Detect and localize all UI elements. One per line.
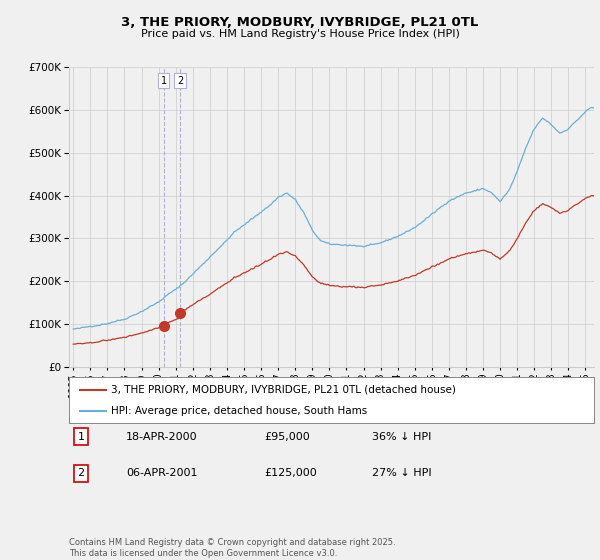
Text: 3, THE PRIORY, MODBURY, IVYBRIDGE, PL21 0TL (detached house): 3, THE PRIORY, MODBURY, IVYBRIDGE, PL21 … — [111, 385, 456, 395]
Text: Price paid vs. HM Land Registry's House Price Index (HPI): Price paid vs. HM Land Registry's House … — [140, 29, 460, 39]
Text: Contains HM Land Registry data © Crown copyright and database right 2025.
This d: Contains HM Land Registry data © Crown c… — [69, 538, 395, 558]
Text: 36% ↓ HPI: 36% ↓ HPI — [372, 432, 431, 442]
Text: £95,000: £95,000 — [264, 432, 310, 442]
Text: 06-APR-2001: 06-APR-2001 — [126, 468, 197, 478]
Text: 18-APR-2000: 18-APR-2000 — [126, 432, 197, 442]
Text: 27% ↓ HPI: 27% ↓ HPI — [372, 468, 431, 478]
Text: HPI: Average price, detached house, South Hams: HPI: Average price, detached house, Sout… — [111, 407, 367, 416]
Text: 1: 1 — [161, 76, 167, 86]
Text: £125,000: £125,000 — [264, 468, 317, 478]
Text: 2: 2 — [177, 76, 183, 86]
Text: 3, THE PRIORY, MODBURY, IVYBRIDGE, PL21 0TL: 3, THE PRIORY, MODBURY, IVYBRIDGE, PL21 … — [121, 16, 479, 29]
Text: 2: 2 — [77, 468, 85, 478]
Text: 1: 1 — [77, 432, 85, 442]
